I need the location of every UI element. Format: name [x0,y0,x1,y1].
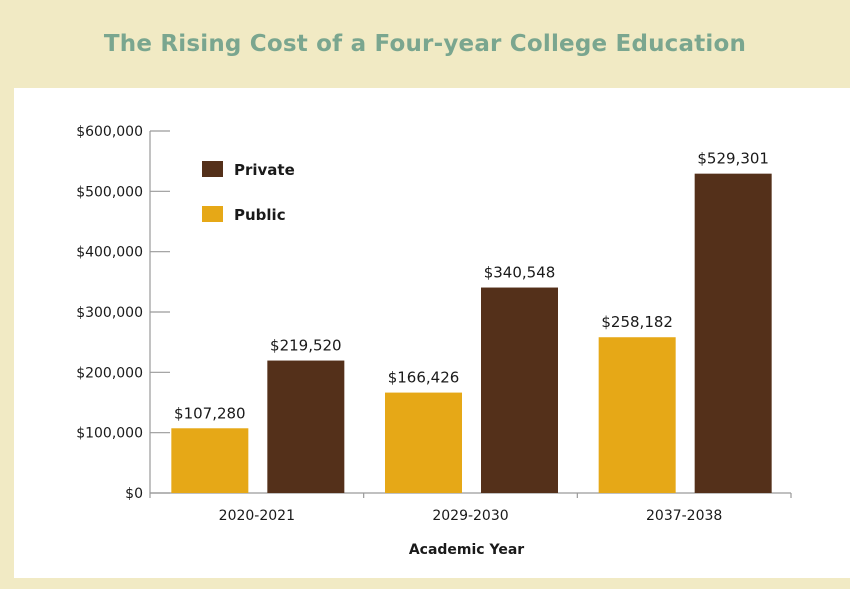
bar-value-label: $258,182 [601,313,673,331]
bar-private [481,287,558,493]
bar-public [598,337,676,493]
legend-label-private: Private [234,161,295,179]
y-tick-label: $100,000 [76,426,143,442]
chart-title: The Rising Cost of a Four-year College E… [103,31,747,57]
bar-public [385,392,462,493]
bar-value-label: $219,520 [270,337,342,355]
bar-value-label: $340,548 [484,264,556,282]
x-tick-label: 2020-2021 [219,508,295,524]
y-tick-label: $400,000 [76,245,143,261]
bar-value-label: $107,280 [174,404,246,422]
legend-label-public: Public [234,206,286,224]
y-tick-label: $300,000 [76,305,143,321]
title-bar: The Rising Cost of a Four-year College E… [0,0,850,88]
y-tick-label: $200,000 [76,365,143,381]
y-tick-label: $0 [125,486,143,502]
x-axis-title: Academic Year [409,542,524,558]
bar-value-label: $166,426 [388,369,460,387]
bar-private [694,173,772,493]
y-tick-label: $600,000 [76,124,143,140]
bar-private [267,360,345,493]
legend-swatch-private [202,161,223,177]
x-tick-label: 2037-2038 [646,508,722,524]
legend-swatch-public [202,206,223,222]
x-tick-label: 2029-2030 [432,508,508,524]
y-tick-label: $500,000 [76,184,143,200]
bar-public [171,428,249,493]
bar-value-label: $529,301 [697,150,769,168]
